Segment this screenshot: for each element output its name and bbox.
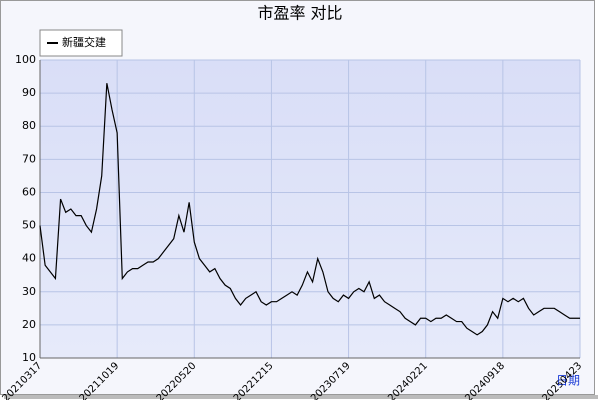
x-axis-label: 日期: [556, 374, 580, 388]
y-tick-label: 90: [22, 86, 36, 99]
y-tick-label: 20: [22, 318, 36, 331]
plot-area: [40, 60, 580, 358]
y-tick-label: 30: [22, 285, 36, 298]
y-tick-label: 100: [15, 53, 36, 66]
legend: [39, 29, 123, 57]
y-tick-label: 80: [22, 119, 36, 132]
y-tick-label: 60: [22, 185, 36, 198]
legend-label: 新疆交建: [62, 35, 106, 49]
chart-title: 市盈率 对比: [257, 4, 342, 23]
shadow: [4, 395, 598, 399]
line-series: [39, 83, 580, 336]
y-tick-label: 40: [22, 252, 36, 265]
y-tick-label: 10: [22, 351, 36, 364]
y-tick-label: 70: [22, 152, 36, 165]
y-tick-label: 50: [22, 219, 36, 232]
